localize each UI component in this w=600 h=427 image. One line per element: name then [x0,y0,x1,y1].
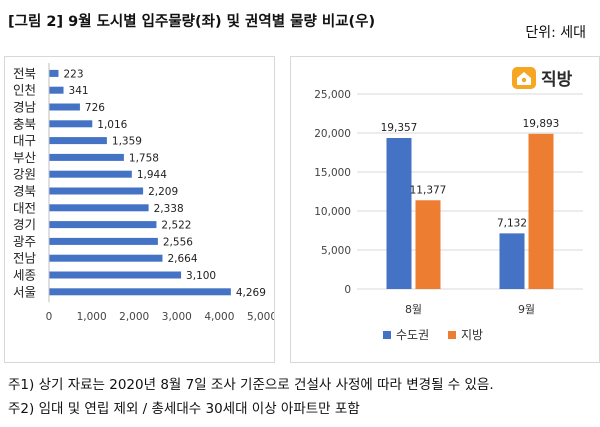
data-label: 223 [63,68,83,80]
category-label: 경북 [13,184,36,199]
data-label: 1,758 [129,152,159,164]
unit-label: 단위: 세대 [525,25,586,41]
category-label: 경남 [13,100,37,115]
bar [49,120,93,128]
bar [49,204,149,212]
category-label: 광주 [13,234,36,249]
bar [49,103,80,111]
category-label: 전북 [13,66,36,81]
category-label: 충북 [13,116,36,131]
data-label: 726 [85,102,105,114]
brand-name: 직방 [541,70,573,90]
x-tick-label: 2,000 [119,311,149,323]
legend-swatch [383,331,391,339]
footnotes: 주1) 상기 자료는 2020년 8월 7일 조사 기준으로 건설사 사정에 따… [8,373,494,421]
data-label: 1,944 [137,169,167,181]
data-label: 11,377 [410,184,447,196]
y-tick-label: 15,000 [314,167,351,179]
data-label: 2,664 [167,253,197,265]
data-label: 2,556 [163,236,193,248]
data-label: 19,357 [381,122,418,134]
region-bar-chart: 0 5,000 10,000 15,000 20,000 25,000 19,357 11,3… [314,89,583,342]
legend-label: 지방 [461,328,483,342]
bar [49,170,132,178]
x-tick-label: 5,000 [247,311,274,323]
house-logo-icon [512,66,536,89]
bar [415,200,441,289]
category-label: 대전 [13,200,36,215]
bar [49,69,59,77]
bar [49,237,158,245]
footnote-2: 주2) 임대 및 연립 제외 / 총세대수 30세대 이상 아파트만 포함 [8,401,360,417]
bar [528,133,554,289]
data-label: 1,359 [112,136,142,148]
y-tick-label: 0 [344,284,351,296]
x-tick-label: 1,000 [77,311,107,323]
y-tick-label: 10,000 [314,206,351,218]
x-tick-label: 3,000 [162,311,192,323]
category-label: 강원 [13,167,36,182]
category-label: 서울 [13,284,36,299]
category-label: 경기 [13,217,36,232]
bar [49,86,64,94]
data-label: 4,269 [236,287,266,299]
data-label: 341 [69,85,89,97]
bar [386,138,412,289]
bar [49,221,157,229]
x-tick-label: 9월 [518,303,535,316]
bar [49,187,144,195]
city-chart-panel: 전북 223 인천 341 경남 726 충북 1,016 대구 1,359 부산 1,758 강원 1,… [4,56,275,363]
region-chart-panel: 0 5,000 10,000 15,000 20,000 25,000 19,357 11,3… [290,56,600,363]
category-label: 인천 [13,83,36,98]
legend-label: 수도권 [396,328,429,342]
figure-title: [그림 2] 9월 도시별 입주물량(좌) 및 권역별 물량 비교(우) [8,14,376,30]
x-tick-label: 8월 [405,303,422,316]
category-label: 세종 [13,268,36,283]
data-label: 3,100 [186,270,216,282]
bar [499,233,525,289]
category-label: 전남 [13,251,37,266]
data-label: 7,132 [497,217,527,229]
y-tick-label: 25,000 [314,89,351,101]
city-bar-chart: 전북 223 인천 341 경남 726 충북 1,016 대구 1,359 부산 1,758 강원 1,… [13,63,274,323]
bar [49,254,163,262]
bar [49,271,182,279]
category-label: 대구 [13,133,36,148]
legend-swatch [448,331,456,339]
x-tick-label: 4,000 [204,311,234,323]
data-label: 2,338 [154,203,184,215]
data-label: 19,893 [523,118,560,130]
data-label: 1,016 [97,119,127,131]
y-tick-label: 5,000 [321,245,351,257]
y-tick-label: 20,000 [314,128,351,140]
footnote-1: 주1) 상기 자료는 2020년 8월 7일 조사 기준으로 건설사 사정에 따… [8,377,494,393]
bar [49,137,107,145]
category-label: 부산 [13,150,37,165]
data-label: 2,522 [161,220,191,232]
bar [49,153,124,161]
data-label: 2,209 [148,186,178,198]
bar [49,288,231,296]
x-tick-label: 0 [46,311,53,323]
brand-logo: 직방 [511,65,572,90]
